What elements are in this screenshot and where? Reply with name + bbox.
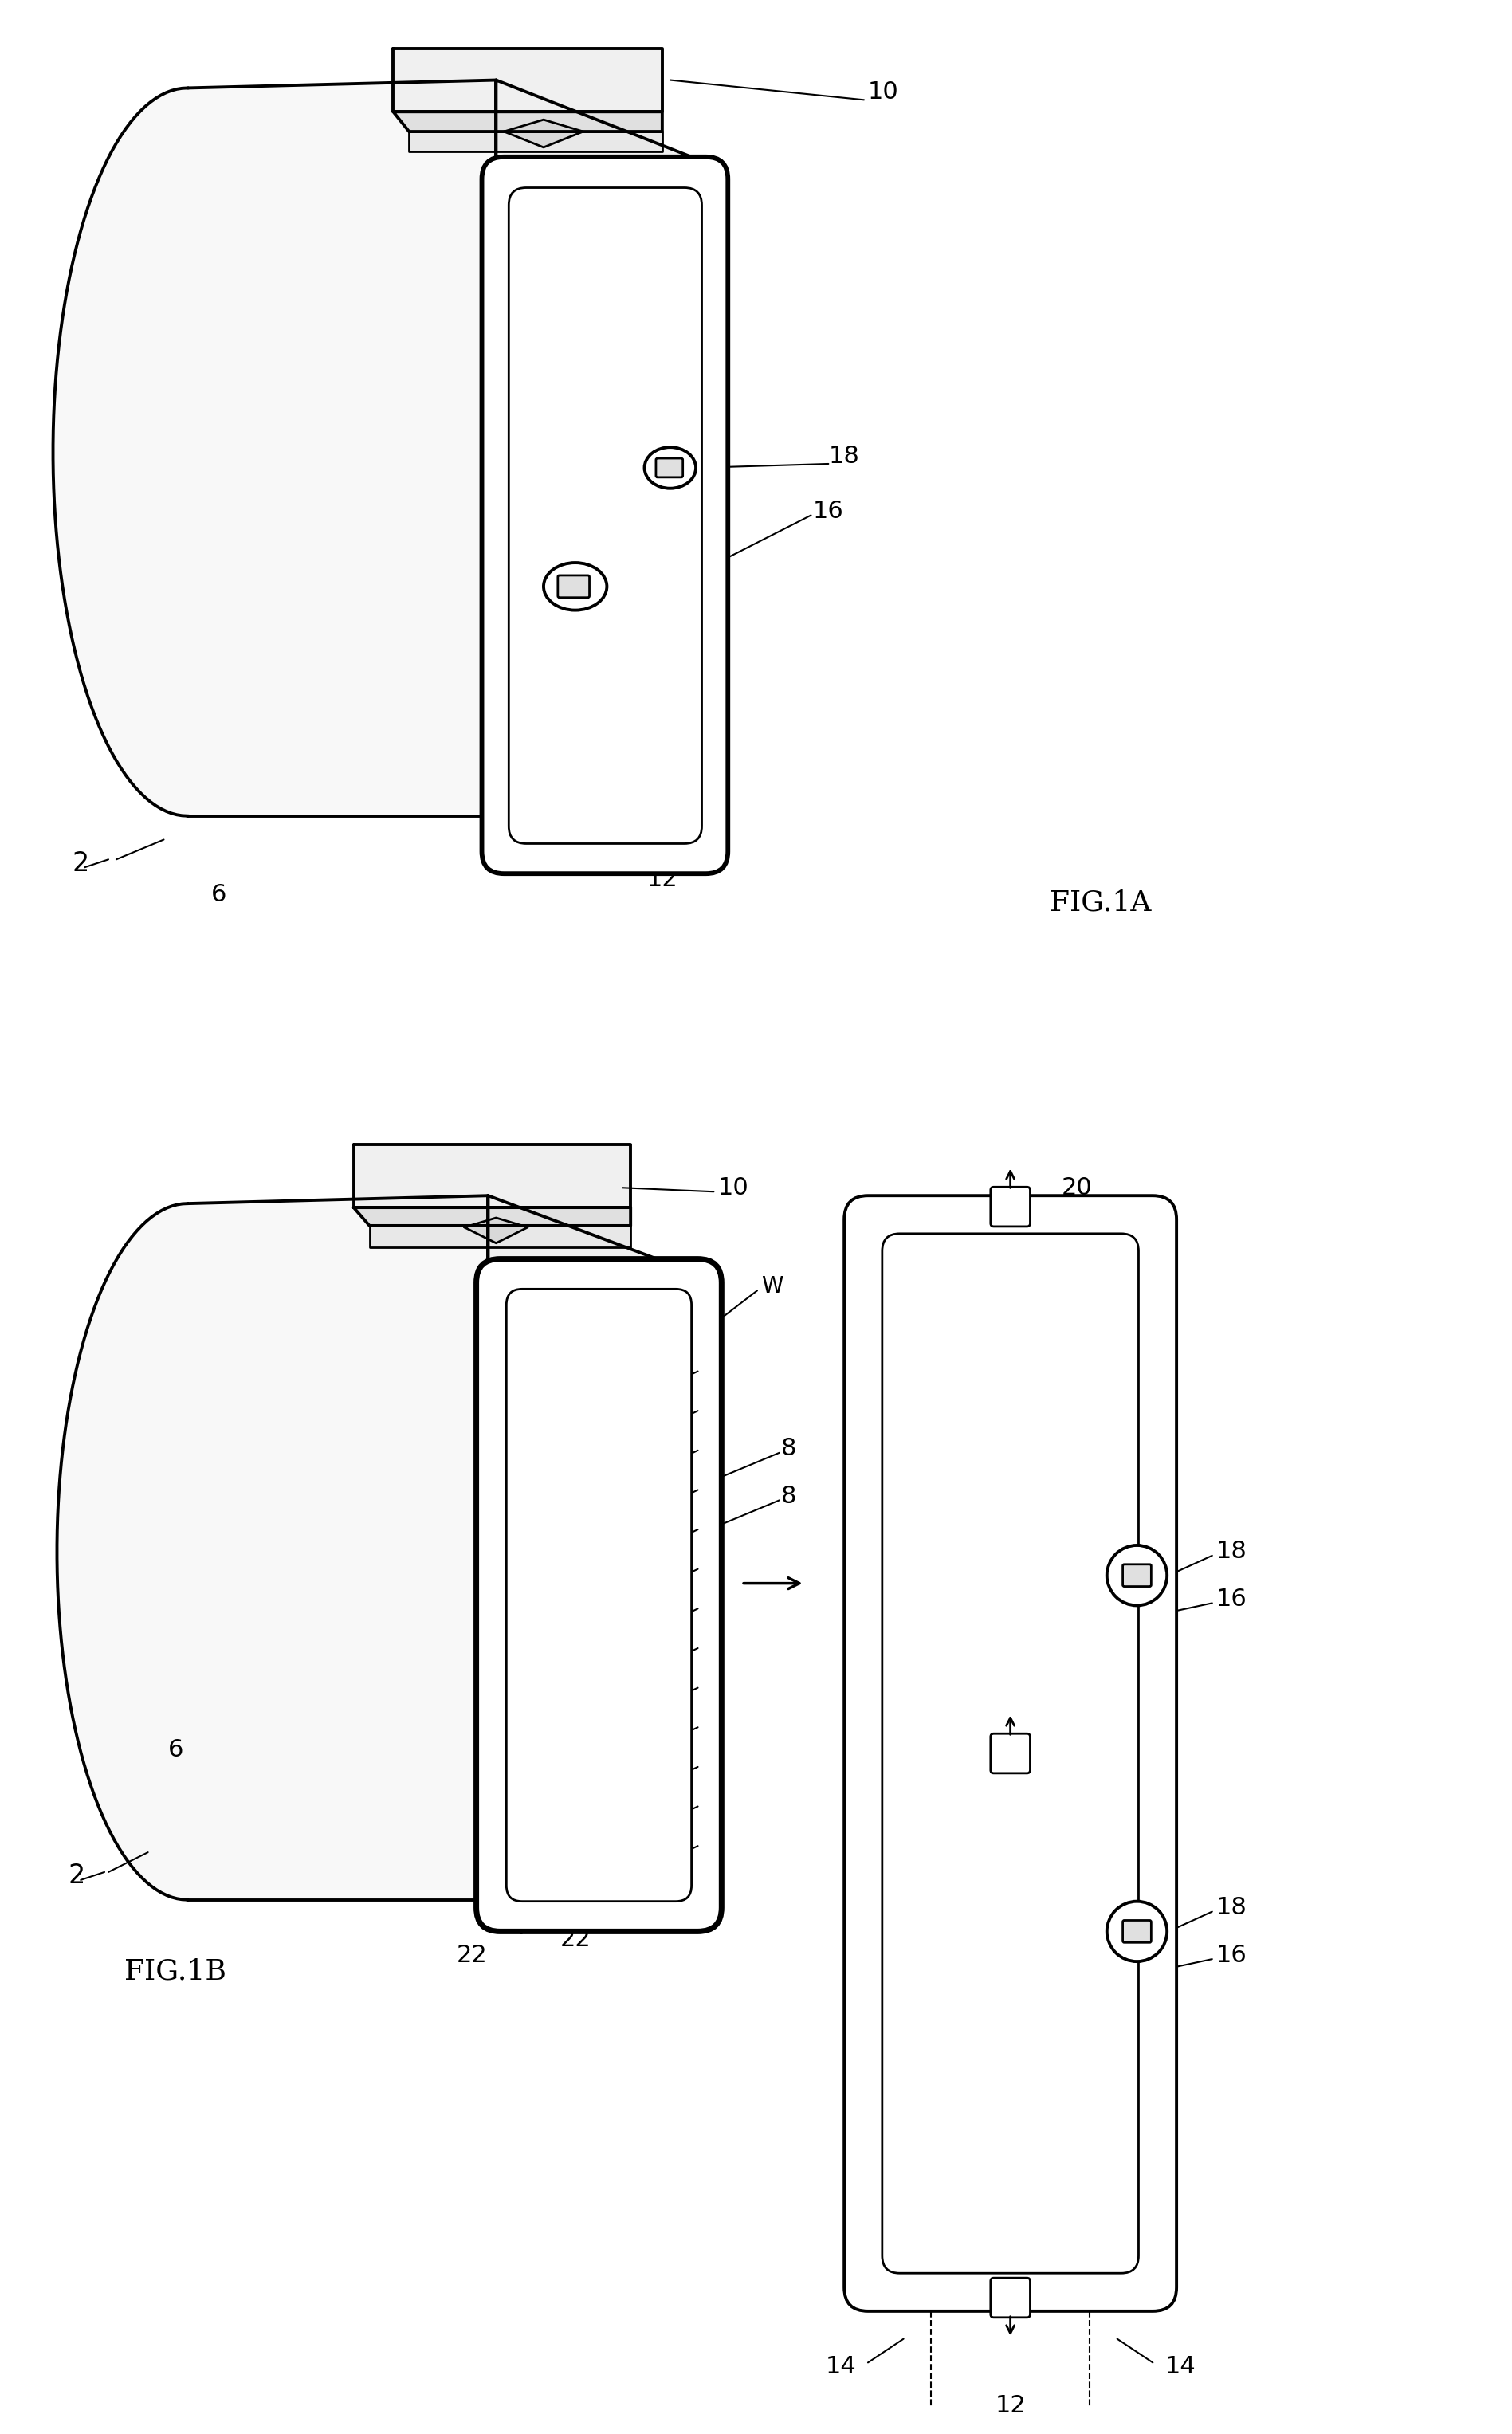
Polygon shape [393, 49, 662, 112]
Text: 4: 4 [511, 1916, 526, 1940]
FancyBboxPatch shape [482, 156, 727, 874]
Ellipse shape [543, 562, 606, 611]
Polygon shape [464, 1217, 528, 1244]
Text: 2: 2 [73, 849, 89, 876]
Text: 8: 8 [780, 1485, 797, 1507]
Polygon shape [523, 1307, 699, 1901]
Polygon shape [496, 168, 718, 864]
Text: 18: 18 [1216, 1896, 1247, 1920]
Text: 16: 16 [939, 1935, 971, 1959]
FancyBboxPatch shape [1123, 1565, 1151, 1587]
FancyBboxPatch shape [656, 458, 683, 477]
Text: 16: 16 [1216, 1587, 1247, 1611]
Text: 14: 14 [1164, 2356, 1196, 2378]
Text: 20: 20 [1061, 2293, 1093, 2315]
Text: 20: 20 [1061, 1726, 1093, 1750]
Text: 10: 10 [718, 1176, 748, 1200]
FancyBboxPatch shape [844, 1195, 1176, 2312]
Text: 18: 18 [638, 686, 670, 708]
Text: 18: 18 [829, 445, 859, 467]
Polygon shape [354, 1144, 631, 1207]
Text: 16: 16 [812, 499, 844, 523]
Polygon shape [496, 80, 718, 253]
Text: 16: 16 [1216, 1945, 1247, 1967]
Circle shape [1107, 1901, 1167, 1962]
Text: W: W [507, 1901, 528, 1923]
Circle shape [1107, 1546, 1167, 1606]
FancyBboxPatch shape [881, 1234, 1139, 2273]
Text: 18: 18 [1216, 1541, 1247, 1563]
FancyBboxPatch shape [990, 2278, 1030, 2317]
Text: 12: 12 [995, 2395, 1025, 2417]
Text: W: W [761, 1275, 783, 1297]
Polygon shape [369, 1227, 631, 1246]
FancyBboxPatch shape [990, 1188, 1030, 1227]
FancyBboxPatch shape [476, 1258, 721, 1933]
Text: 2: 2 [68, 1862, 85, 1889]
Text: 6: 6 [168, 1738, 183, 1762]
Text: 22: 22 [457, 1945, 488, 1967]
Polygon shape [354, 1207, 631, 1227]
Polygon shape [488, 1195, 709, 1361]
FancyBboxPatch shape [1123, 1920, 1151, 1942]
Polygon shape [53, 80, 496, 815]
Polygon shape [503, 119, 584, 148]
Text: 10: 10 [868, 80, 898, 105]
FancyBboxPatch shape [558, 574, 590, 596]
Text: 14: 14 [826, 2356, 856, 2378]
Text: 20: 20 [1061, 1176, 1093, 1200]
Polygon shape [393, 112, 662, 131]
Text: 18: 18 [939, 1903, 971, 1928]
Text: 16: 16 [552, 757, 582, 779]
FancyBboxPatch shape [990, 1733, 1030, 1774]
Text: 22: 22 [559, 1928, 591, 1952]
Text: FIG.1B: FIG.1B [124, 1957, 227, 1984]
FancyBboxPatch shape [507, 1290, 691, 1901]
Polygon shape [57, 1195, 488, 1901]
Polygon shape [410, 131, 662, 151]
Ellipse shape [644, 448, 696, 489]
Text: 12: 12 [647, 867, 677, 891]
Text: 6: 6 [212, 884, 227, 905]
Text: 8: 8 [780, 1436, 797, 1460]
FancyBboxPatch shape [508, 187, 702, 845]
Text: FIG.1A: FIG.1A [1049, 888, 1152, 918]
